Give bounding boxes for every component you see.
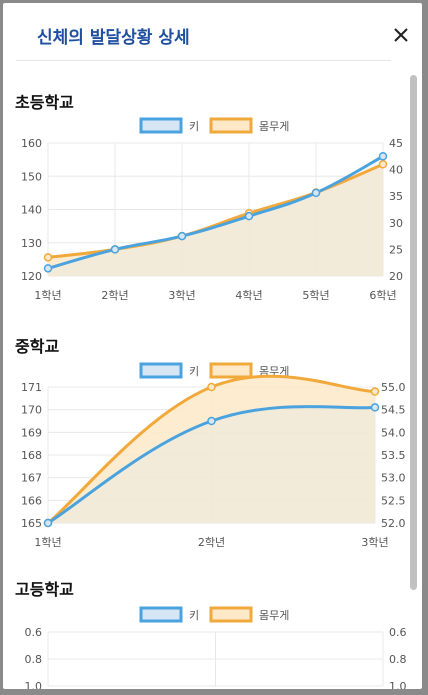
weight-point [207,382,216,392]
x-axis-tick: 3학년 [168,289,195,302]
right-axis-tick: 35 [389,190,403,203]
weight-point [43,253,53,262]
weight-point [378,160,388,169]
right-axis-tick: 0.6 [389,626,407,639]
legend-label-height: 키 [189,365,199,378]
axis-ticks: 1.0 0.8 0.6 1.0 0.8 0.6 [25,626,407,689]
axis-ticks: 120 130 140 150 160 20 25 30 35 40 45 1학년 2학년 3학년 4학년 5… [21,137,403,302]
x-axis-tick: 2학년 [101,289,128,302]
height-point [370,403,380,412]
height-point [177,231,187,241]
legend-swatch-weight [209,362,253,379]
left-axis-tick: 171 [21,381,42,394]
x-axis-tick: 1학년 [34,536,61,549]
middle-chart: 키 몸무게 165 166 167 168 169 170 171 52.0 52.5 53.0 53.… [21,362,406,549]
x-axis-tick: 3학년 [361,536,388,549]
x-axis-tick: 6학년 [369,289,396,302]
axis-ticks: 165 166 167 168 169 170 171 52.0 52.5 53.0 53.5 54.… [21,381,406,549]
right-axis-tick: 54.0 [381,426,406,439]
height-point [311,188,321,198]
elementary-chart: 키 몸무게 120 130 140 150 160 20 25 30 35 40 45 1학년 2학년 3학년… [21,117,403,302]
chart-legend: 키 몸무게 [139,362,289,379]
weight-area [48,376,375,523]
legend-swatch-height [139,606,183,623]
left-axis-tick: 167 [21,472,42,485]
left-axis-tick: 169 [21,426,42,439]
height-point [244,211,254,221]
legend-label-weight: 몸무게 [259,120,289,133]
chart-legend: 키 몸무게 [139,117,289,134]
x-axis-tick: 4학년 [235,289,262,302]
legend-label-weight: 몸무게 [259,365,289,378]
legend-label-weight: 몸무게 [259,609,289,622]
close-button[interactable] [389,23,413,47]
left-axis-tick: 0.6 [25,626,43,639]
right-axis-tick: 54.5 [381,404,406,417]
left-axis-tick: 150 [21,170,42,183]
right-axis-tick: 25 [389,243,403,256]
legend-swatch-height [139,117,183,134]
right-axis-tick: 45 [389,137,403,150]
left-axis-tick: 168 [21,449,42,462]
section-title-middle: 중학교 [15,337,60,356]
left-axis-tick: 160 [21,137,42,150]
right-axis-tick: 20 [389,270,403,283]
legend-swatch-weight [209,117,253,134]
left-axis-tick: 165 [21,517,42,530]
modal-header: 신체의 발달상황 상세 [3,3,422,61]
left-axis-tick: 1.0 [25,680,43,689]
height-line [47,154,384,270]
chart-grid [47,631,384,687]
right-axis-tick: 40 [389,164,403,177]
height-area [48,406,375,523]
left-axis-tick: 0.8 [25,653,43,666]
height-point [43,518,53,528]
right-axis-tick: 52.0 [381,517,406,530]
right-axis-tick: 1.0 [389,680,407,689]
height-area [48,156,383,276]
chart-legend: 키 몸무게 [139,606,289,623]
x-axis-tick: 2학년 [198,536,225,549]
left-axis-tick: 166 [21,494,42,507]
legend-label-height: 키 [189,120,199,133]
section-title-high: 고등학교 [15,580,74,599]
x-axis-tick: 1학년 [34,289,61,302]
left-axis-tick: 120 [21,270,42,283]
legend-label-height: 키 [189,609,199,622]
height-point [43,264,53,273]
left-axis-tick: 140 [21,204,42,217]
left-axis-tick: 170 [21,404,42,417]
detail-modal: 신체의 발달상황 상세 초등학교 키 몸무게 120 130 140 150 160 20 25… [3,3,422,689]
scroll-area[interactable]: 초등학교 키 몸무게 120 130 140 150 160 20 25 30 35 40 45 1학년 2… [3,61,422,689]
right-axis-tick: 53.0 [381,472,406,485]
height-point [207,416,216,426]
right-axis-tick: 0.8 [389,653,407,666]
header-divider [16,60,391,61]
high-chart: 키 몸무게 1.0 0.8 0.6 1.0 0.8 0.6 [25,606,407,689]
scrollbar-thumb[interactable] [410,75,417,590]
right-axis-tick: 52.5 [381,494,406,507]
height-point [110,245,120,254]
right-axis-tick: 55.0 [381,381,406,394]
modal-title: 신체의 발달상황 상세 [37,28,190,48]
legend-swatch-height [139,362,183,379]
legend-swatch-weight [209,606,253,623]
section-title-elementary: 초등학교 [15,93,74,112]
weight-point [370,387,380,396]
right-axis-tick: 53.5 [381,449,406,462]
close-icon [394,28,408,42]
x-axis-tick: 5학년 [302,289,329,302]
height-point [378,152,388,161]
left-axis-tick: 130 [21,237,42,250]
right-axis-tick: 30 [389,217,403,230]
